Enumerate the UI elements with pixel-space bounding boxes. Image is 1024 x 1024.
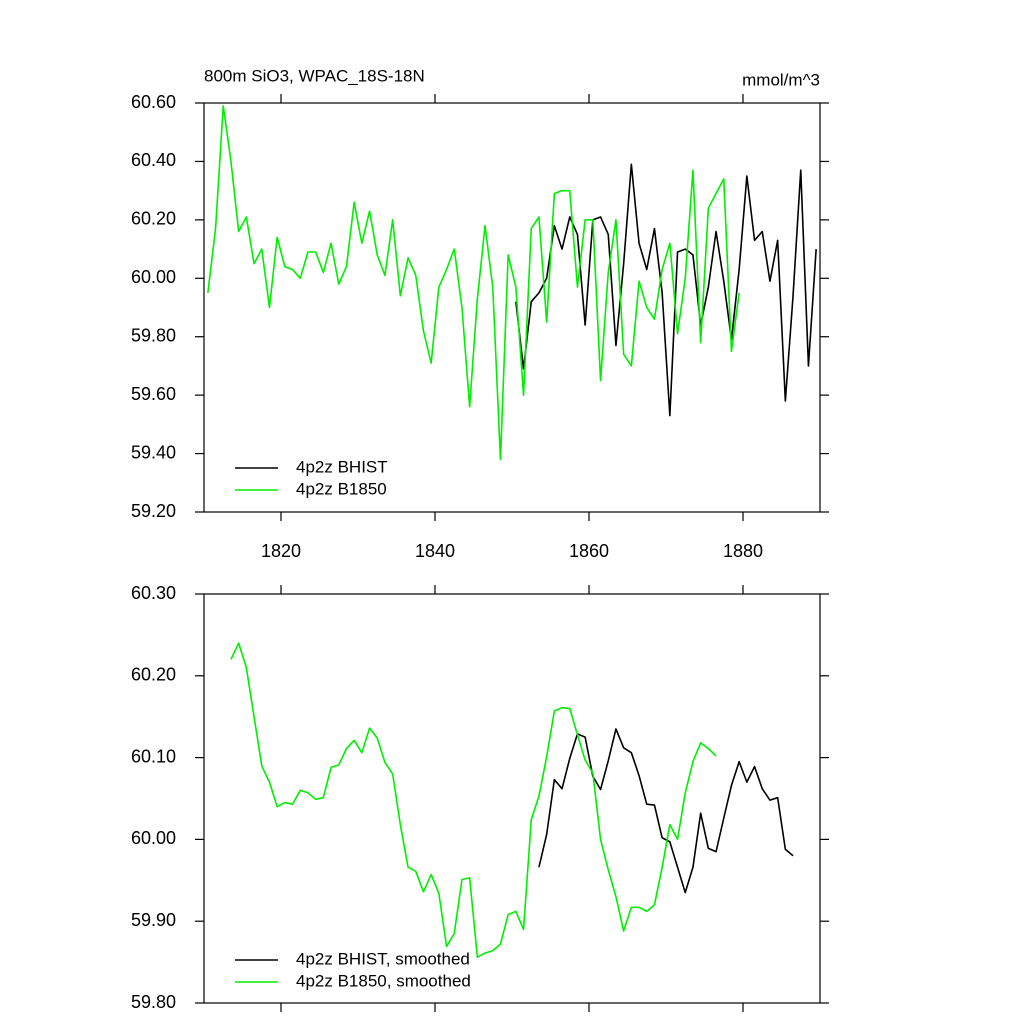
y-tick-label: 59.60 [131,384,176,404]
chart-title: 800m SiO3, WPAC_18S-18N [204,66,425,85]
plot-frame [203,102,821,513]
y-tick-label: 60.60 [131,92,176,112]
series-line [515,163,817,417]
y-tick-label: 60.20 [131,665,176,685]
y-tick-label: 60.40 [131,150,176,170]
units-label: mmol/m^3 [742,70,820,89]
plot-frame [203,593,821,1004]
y-tick-label: 60.00 [131,267,176,287]
y-tick-label: 59.20 [131,501,176,521]
x-tick-label: 1840 [415,541,455,561]
y-tick-label: 60.00 [131,828,176,848]
series-line [207,105,740,461]
series-line [230,642,717,958]
legend-text: 4p2z B1850, smoothed [296,971,471,990]
y-tick-label: 60.10 [131,746,176,766]
y-tick-label: 59.80 [131,325,176,345]
series-line [538,728,794,894]
y-tick-label: 59.80 [131,992,176,1012]
y-tick-label: 60.30 [131,583,176,603]
y-tick-label: 60.20 [131,209,176,229]
legend-text: 4p2z BHIST, smoothed [296,949,470,968]
legend-text: 4p2z B1850 [296,479,387,498]
x-tick-label: 1860 [569,541,609,561]
y-tick-label: 59.40 [131,442,176,462]
x-tick-label: 1820 [261,541,301,561]
y-tick-label: 59.90 [131,910,176,930]
x-tick-label: 1880 [723,541,763,561]
legend-text: 4p2z BHIST [296,457,388,476]
